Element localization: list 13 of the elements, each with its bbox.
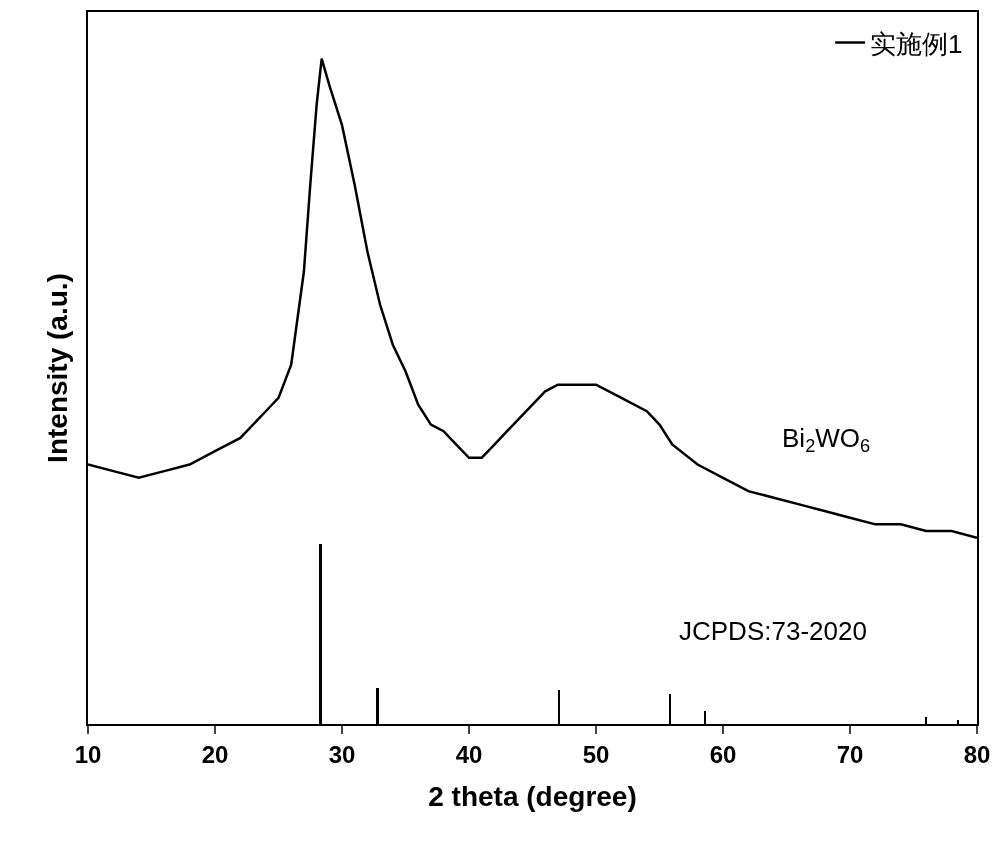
x-tick-label: 10 xyxy=(74,740,102,768)
x-tick-label: 60 xyxy=(709,740,737,768)
annotation: JCPDS:73-2020 xyxy=(679,616,867,646)
x-axis-title: 2 theta (degree) xyxy=(428,781,637,813)
y-axis-title: Intensity (a.u.) xyxy=(42,273,74,463)
x-tick-label: 30 xyxy=(328,740,356,768)
x-tick-label: 20 xyxy=(201,740,229,768)
x-tick-label: 40 xyxy=(455,740,483,768)
legend-label: 实施例1 xyxy=(870,28,963,59)
x-tick-label: 70 xyxy=(836,740,864,768)
x-tick-label: 50 xyxy=(582,740,610,768)
x-tick-label: 80 xyxy=(963,740,991,768)
annotation: Bi$_{2}$WO$_{6}$ xyxy=(782,423,871,457)
